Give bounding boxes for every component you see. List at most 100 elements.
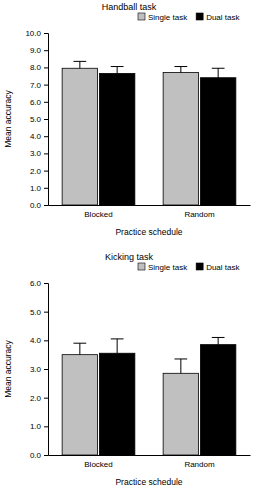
y-tick-label: 5.0: [30, 115, 42, 124]
chart-panel: Handball task0.01.02.03.04.05.06.07.08.0…: [3, 2, 251, 237]
legend-label: Dual task: [206, 13, 240, 22]
legend-swatch: [138, 13, 145, 20]
y-tick-mark: [44, 153, 48, 154]
y-tick: 1.0: [30, 184, 48, 193]
marks: [62, 337, 236, 455]
error-bar: [111, 67, 124, 74]
error-bar: [73, 343, 86, 354]
y-tick: 9.0: [30, 46, 48, 55]
error-bar-stem: [117, 339, 118, 353]
y-tick-mark: [44, 369, 48, 370]
y-tick: 6.0: [30, 279, 48, 288]
y-tick: 0.0: [30, 451, 48, 460]
legend-label: Dual task: [206, 263, 240, 272]
error-bar: [111, 339, 124, 353]
x-tick-label: Blocked: [84, 210, 112, 219]
x-axis-line: [49, 205, 251, 206]
x-axis: Blocked Random: [49, 205, 251, 219]
y-axis-title: Mean accuracy: [3, 339, 13, 397]
bar-series: [99, 67, 235, 205]
legend-swatch: [138, 263, 145, 270]
error-bar: [212, 337, 225, 344]
y-tick-mark: [44, 340, 48, 341]
marks: [62, 61, 236, 205]
y-tick-label: 9.0: [30, 46, 42, 55]
y-tick: 0.0: [30, 201, 48, 210]
bar: [163, 73, 198, 205]
x-tick: Random: [184, 205, 215, 219]
error-bar-stem: [117, 67, 118, 74]
y-tick-label: 2.0: [30, 394, 42, 403]
legend-swatch: [196, 263, 203, 270]
x-axis-line: [49, 455, 251, 456]
y-tick-label: 0.0: [30, 201, 42, 210]
y-axis: 0.01.02.03.04.05.06.07.08.09.010.0: [25, 29, 48, 210]
x-tick: Blocked: [84, 455, 112, 469]
y-tick-mark: [44, 205, 48, 206]
y-tick-mark: [44, 119, 48, 120]
y-tick-label: 7.0: [30, 81, 42, 90]
chart-title: Kicking task: [105, 252, 154, 262]
bar: [99, 353, 134, 455]
error-bar-stem: [218, 68, 219, 77]
y-tick-mark: [44, 312, 48, 313]
y-tick: 1.0: [30, 422, 48, 431]
error-bar-stem: [180, 67, 181, 73]
y-tick: 2.0: [30, 394, 48, 403]
bar-series: [62, 343, 198, 455]
y-tick: 6.0: [30, 98, 48, 107]
y-tick-label: 6.0: [30, 279, 42, 288]
y-tick: 4.0: [30, 132, 48, 141]
legend: Single task Dual task: [138, 263, 240, 272]
y-axis: 0.01.02.03.04.05.06.0: [30, 279, 49, 460]
error-bar: [212, 68, 225, 77]
y-tick: 5.0: [30, 115, 48, 124]
x-tick-label: Blocked: [84, 460, 112, 469]
x-axis: Blocked Random: [49, 455, 251, 469]
error-bar-stem: [79, 61, 80, 68]
bar-series: [62, 61, 198, 205]
legend: Single taskDual task: [138, 13, 240, 22]
y-tick: 10.0: [25, 29, 48, 38]
legend-label: Single task: [148, 263, 188, 272]
y-tick: 4.0: [30, 336, 48, 345]
y-tick-label: 4.0: [30, 336, 42, 345]
y-tick: 8.0: [30, 63, 48, 72]
legend-item: Dual task: [196, 263, 240, 272]
error-bar-cap: [111, 66, 124, 67]
y-tick-label: 3.0: [30, 149, 42, 158]
y-tick: 7.0: [30, 81, 48, 90]
error-bar-cap: [73, 61, 86, 62]
y-tick-label: 6.0: [30, 98, 42, 107]
legend-item: Dual task: [196, 13, 240, 22]
error-bar: [174, 359, 187, 373]
x-axis-title: Practice schedule: [115, 477, 182, 487]
error-bar-stem: [218, 337, 219, 344]
bar: [163, 373, 198, 455]
y-tick-mark: [44, 136, 48, 137]
bar-series: [99, 337, 235, 455]
y-tick-mark: [44, 283, 48, 284]
error-bar-cap: [174, 66, 187, 67]
error-bar: [174, 67, 187, 73]
chart-title: Handball task: [102, 2, 157, 12]
error-bar-cap: [174, 358, 187, 359]
plot-area: 0.01.02.03.04.05.06.07.08.09.010.0Blocke…: [25, 29, 250, 219]
chart-panel: Kicking task0.01.02.03.04.05.06.0Blocked…: [3, 252, 251, 487]
error-bar-cap: [73, 343, 86, 344]
legend-item: Single task: [138, 263, 188, 272]
y-tick-label: 1.0: [30, 184, 42, 193]
y-tick-mark: [44, 171, 48, 172]
error-bar-stem: [79, 343, 80, 354]
bar: [200, 345, 235, 455]
figure: Handball task 0.0 1.0 2.0 3.0 4.0 5.0 6.0 7.0 8.0…: [0, 0, 258, 500]
y-tick: 3.0: [30, 149, 48, 158]
y-tick-label: 4.0: [30, 132, 42, 141]
bar: [62, 355, 97, 455]
y-tick-mark: [44, 426, 48, 427]
y-tick-mark: [44, 188, 48, 189]
bar: [99, 73, 134, 205]
bar: [200, 78, 235, 205]
y-tick-mark: [44, 102, 48, 103]
x-tick-label: Random: [184, 460, 215, 469]
